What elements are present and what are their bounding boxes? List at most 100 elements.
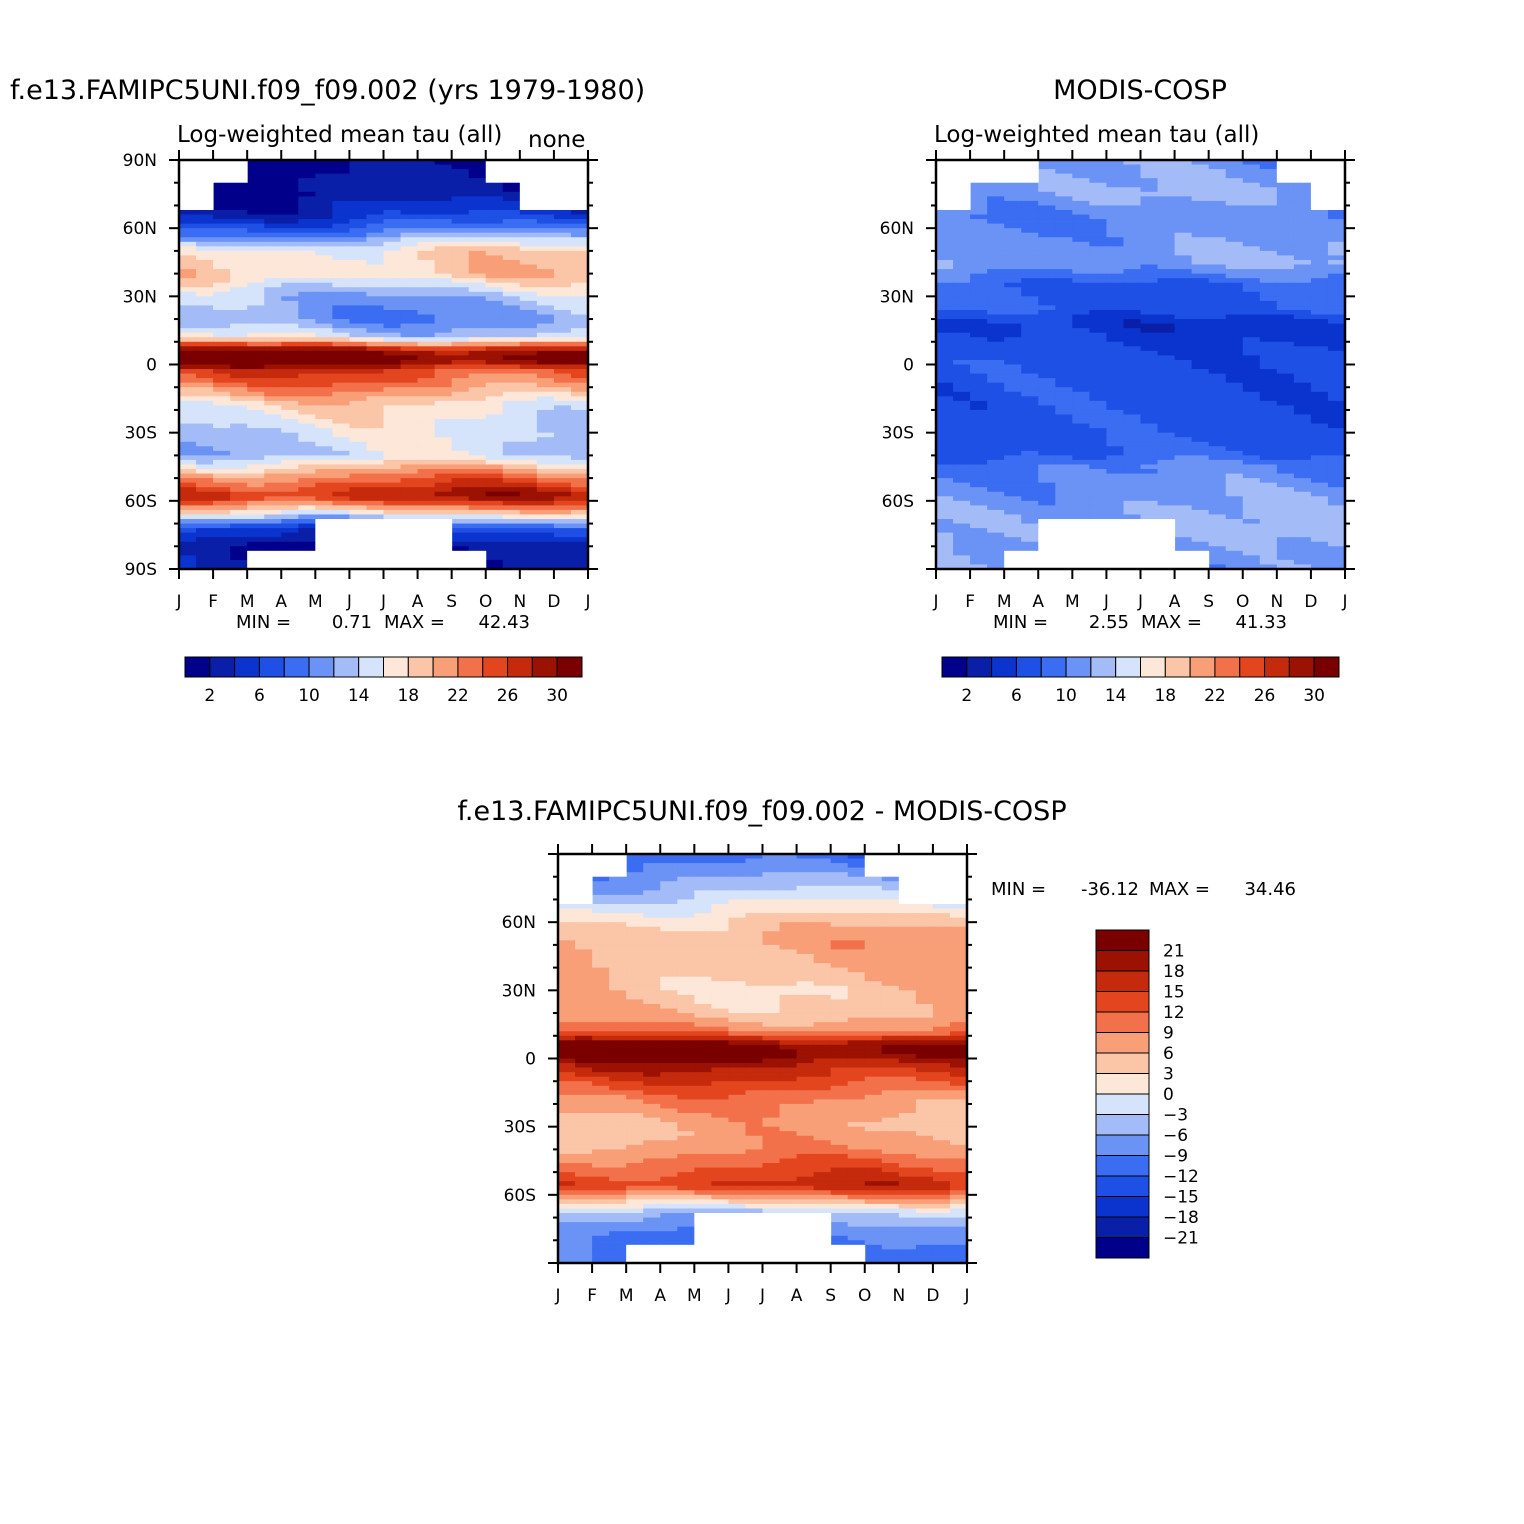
model-field-cell [434, 296, 453, 302]
model-field-cell [451, 296, 470, 302]
model-field-cell [553, 246, 572, 252]
model-field-cell [315, 491, 333, 497]
obs-field-cell [1038, 455, 1056, 461]
model-field-cell [281, 414, 299, 420]
model-field-cell [400, 223, 419, 229]
obs-field-cell [1259, 414, 1278, 420]
model-field-cell [349, 500, 368, 506]
model-field-cell [485, 332, 504, 338]
model-field-cell [264, 519, 282, 525]
model-colorbar-swatch [383, 656, 409, 678]
model-field-cell [451, 428, 470, 434]
obs-field-cell [1276, 246, 1295, 252]
obs-max-label: MAX = [1141, 612, 1202, 633]
model-field-cell [332, 264, 351, 270]
obs-field-cell [1157, 505, 1176, 511]
obs-field-cell [1072, 219, 1090, 225]
obs-field-cell [1310, 300, 1329, 307]
obs-field-cell [970, 396, 988, 402]
diff-field-cell [745, 872, 764, 878]
obs-field-cell [1225, 514, 1244, 520]
model-field-cell [230, 250, 248, 257]
model-field-cell [230, 232, 248, 238]
obs-field-cell [1038, 359, 1056, 366]
obs-field-cell [1055, 391, 1073, 397]
obs-field-cell [1293, 437, 1312, 443]
model-field-cell [213, 450, 231, 456]
obs-field-cell [1191, 346, 1210, 352]
model-field-cell [196, 478, 214, 484]
obs-field-cell [970, 232, 988, 238]
diff-field-cell [762, 926, 781, 932]
model-field-cell [383, 160, 402, 166]
obs-field-cell [1259, 164, 1278, 170]
model-field-cell [485, 337, 504, 343]
model-field-cell [519, 387, 538, 393]
model-field-cell [247, 259, 265, 266]
model-field-cell [298, 500, 316, 506]
obs-field-cell [1004, 400, 1022, 406]
obs-field-cell [1242, 423, 1261, 429]
model-field-cell [400, 491, 419, 497]
obs-field-cell [1072, 287, 1090, 293]
obs-field-cell [936, 528, 954, 534]
diff-field-cell [847, 876, 866, 882]
obs-field-cell [1208, 200, 1227, 207]
model-field-cell [281, 300, 299, 307]
model-field-cell [553, 314, 572, 320]
obs-field-cell [1174, 241, 1193, 247]
model-field-cell [485, 191, 504, 197]
model-field-cell [536, 400, 555, 406]
model-field-cell [366, 378, 385, 384]
diff-field-cell [864, 890, 883, 896]
model-field-cell [400, 323, 419, 329]
obs-field-cell [1021, 319, 1039, 325]
model-field-cell [570, 359, 588, 366]
model-field-cell [247, 282, 265, 288]
model-field-cell [536, 255, 555, 261]
model-field-cell [417, 455, 436, 461]
model-field-cell [366, 305, 385, 311]
model-field-cell [468, 191, 487, 197]
model-field-cell [519, 487, 538, 493]
obs-field-cell [987, 414, 1005, 420]
obs-field-cell [1293, 409, 1312, 416]
model-field-cell [434, 450, 453, 456]
obs-field-cell [1004, 346, 1022, 352]
obs-field-cell [1004, 196, 1022, 202]
diff-field-cell [694, 926, 712, 932]
model-field-cell [553, 223, 572, 229]
model-field-cell [247, 264, 265, 270]
diff-field-cell [660, 863, 678, 869]
model-field-cell [281, 391, 299, 397]
model-field-cell [230, 200, 248, 207]
model-field-cell [553, 419, 572, 425]
model-field-cell [332, 509, 351, 516]
model-field-cell [298, 350, 316, 357]
obs-y-tick-label: 60S [882, 492, 914, 512]
model-field-cell [179, 264, 197, 270]
model-field-cell [332, 237, 351, 243]
obs-field-cell [1242, 359, 1261, 366]
obs-field-cell [1327, 446, 1345, 452]
diff-field-cell [592, 913, 610, 919]
obs-field-cell [1242, 482, 1261, 488]
model-field-cell [213, 523, 231, 529]
obs-field-cell [1276, 255, 1295, 261]
obs-field-cell [1327, 419, 1345, 425]
obs-field-cell [1072, 505, 1090, 511]
obs-field-cell [987, 196, 1005, 202]
obs-field-cell [1242, 550, 1261, 556]
obs-field-cell [1157, 359, 1176, 366]
obs-field-cell [1021, 455, 1039, 461]
model-field-cell [196, 323, 214, 329]
model-field-cell [468, 419, 487, 425]
obs-field-cell [1072, 473, 1090, 479]
model-field-cell [247, 441, 265, 447]
model-field-cell [400, 259, 419, 266]
model-field-cell [281, 173, 299, 179]
model-field-cell [383, 432, 402, 438]
obs-field-cell [1123, 355, 1142, 361]
obs-field-cell [970, 487, 988, 493]
model-field-cell [298, 209, 316, 216]
